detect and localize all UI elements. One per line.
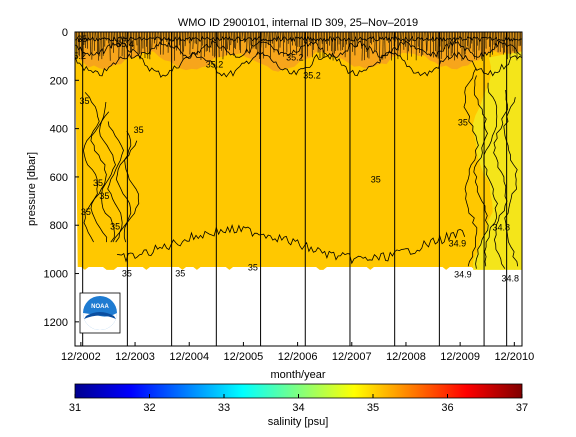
contour-label: 35 (175, 269, 185, 279)
contour-label: 35 (99, 191, 109, 201)
colorbar-tick-label: 34 (292, 402, 304, 414)
x-axis-ticks: 12/2002 12/2003 12/2004 12/2005 12/2006 12/20… (61, 342, 534, 363)
x-tick-label: 12/2008 (386, 351, 426, 363)
colorbar-tick-label: 33 (218, 402, 230, 414)
contour-label: 35.2 (303, 70, 321, 80)
plot-area: 35.23535.435.235.235.2353535353535353535… (68, 32, 522, 346)
y-axis-ticks: 0 200 400 600 800 1000 1200 (44, 27, 79, 329)
contour-label: 35 (458, 118, 468, 128)
noaa-logo: NOAA (80, 293, 120, 333)
colorbar-tick-label: 36 (441, 402, 453, 414)
contour-label: 34.8 (492, 223, 510, 233)
y-tick-label: 800 (50, 220, 68, 232)
x-tick-label: 12/2004 (169, 351, 209, 363)
x-tick-label: 12/2005 (224, 351, 264, 363)
colorbar-tick-label: 31 (69, 402, 81, 414)
contour-label: 34.9 (454, 270, 472, 280)
contour-label: 35.2 (68, 51, 86, 61)
contour-label: 34.9 (449, 238, 467, 248)
y-tick-label: 600 (50, 172, 68, 184)
colorbar-tick-label: 35 (367, 402, 379, 414)
contour-label: 35 (110, 221, 120, 231)
y-tick-label: 400 (50, 124, 68, 136)
colorbar-tick-label: 37 (516, 402, 528, 414)
x-tick-label: 12/2007 (332, 351, 372, 363)
y-tick-label: 0 (62, 27, 68, 39)
contour-label: 35.2 (286, 52, 304, 62)
y-axis-label: pressure [dbar] (26, 152, 38, 226)
x-tick-label: 12/2002 (61, 351, 101, 363)
x-tick-label: 12/2006 (278, 351, 318, 363)
x-tick-label: 12/2010 (494, 351, 534, 363)
salinity-fill (75, 32, 522, 270)
y-tick-label: 200 (50, 75, 68, 87)
contour-label: 35.2 (206, 60, 224, 70)
y-tick-label: 1200 (44, 317, 68, 329)
contour-label: 35 (93, 178, 103, 188)
contour-label: 35 (248, 263, 258, 273)
contour-label: 35 (371, 174, 381, 184)
x-tick-label: 12/2009 (440, 351, 480, 363)
y-tick-label: 1000 (44, 269, 68, 281)
contour-label: 35 (79, 96, 89, 106)
x-tick-label: 12/2003 (115, 351, 155, 363)
chart-title: WMO ID 2900101, internal ID 309, 25–Nov–… (178, 17, 418, 29)
colorbar-tick-label: 32 (143, 402, 155, 414)
colorbar-label: salinity [psu] (268, 416, 329, 428)
logo-text: NOAA (91, 304, 109, 310)
contour-label: 34.8 (501, 273, 519, 283)
contour-label: 35 (134, 125, 144, 135)
contour-label: 35.4 (116, 39, 134, 49)
x-axis-label: month/year (270, 369, 325, 381)
